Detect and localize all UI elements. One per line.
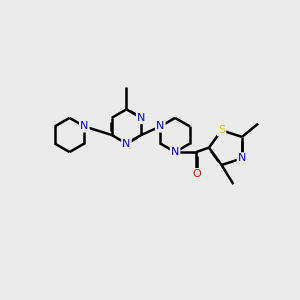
Text: N: N [122,139,130,148]
Text: N: N [238,153,246,164]
Text: N: N [156,122,164,131]
Text: N: N [80,122,88,131]
Text: N: N [137,113,146,123]
Text: N: N [171,147,179,157]
Text: O: O [192,169,201,179]
Text: S: S [218,125,225,135]
